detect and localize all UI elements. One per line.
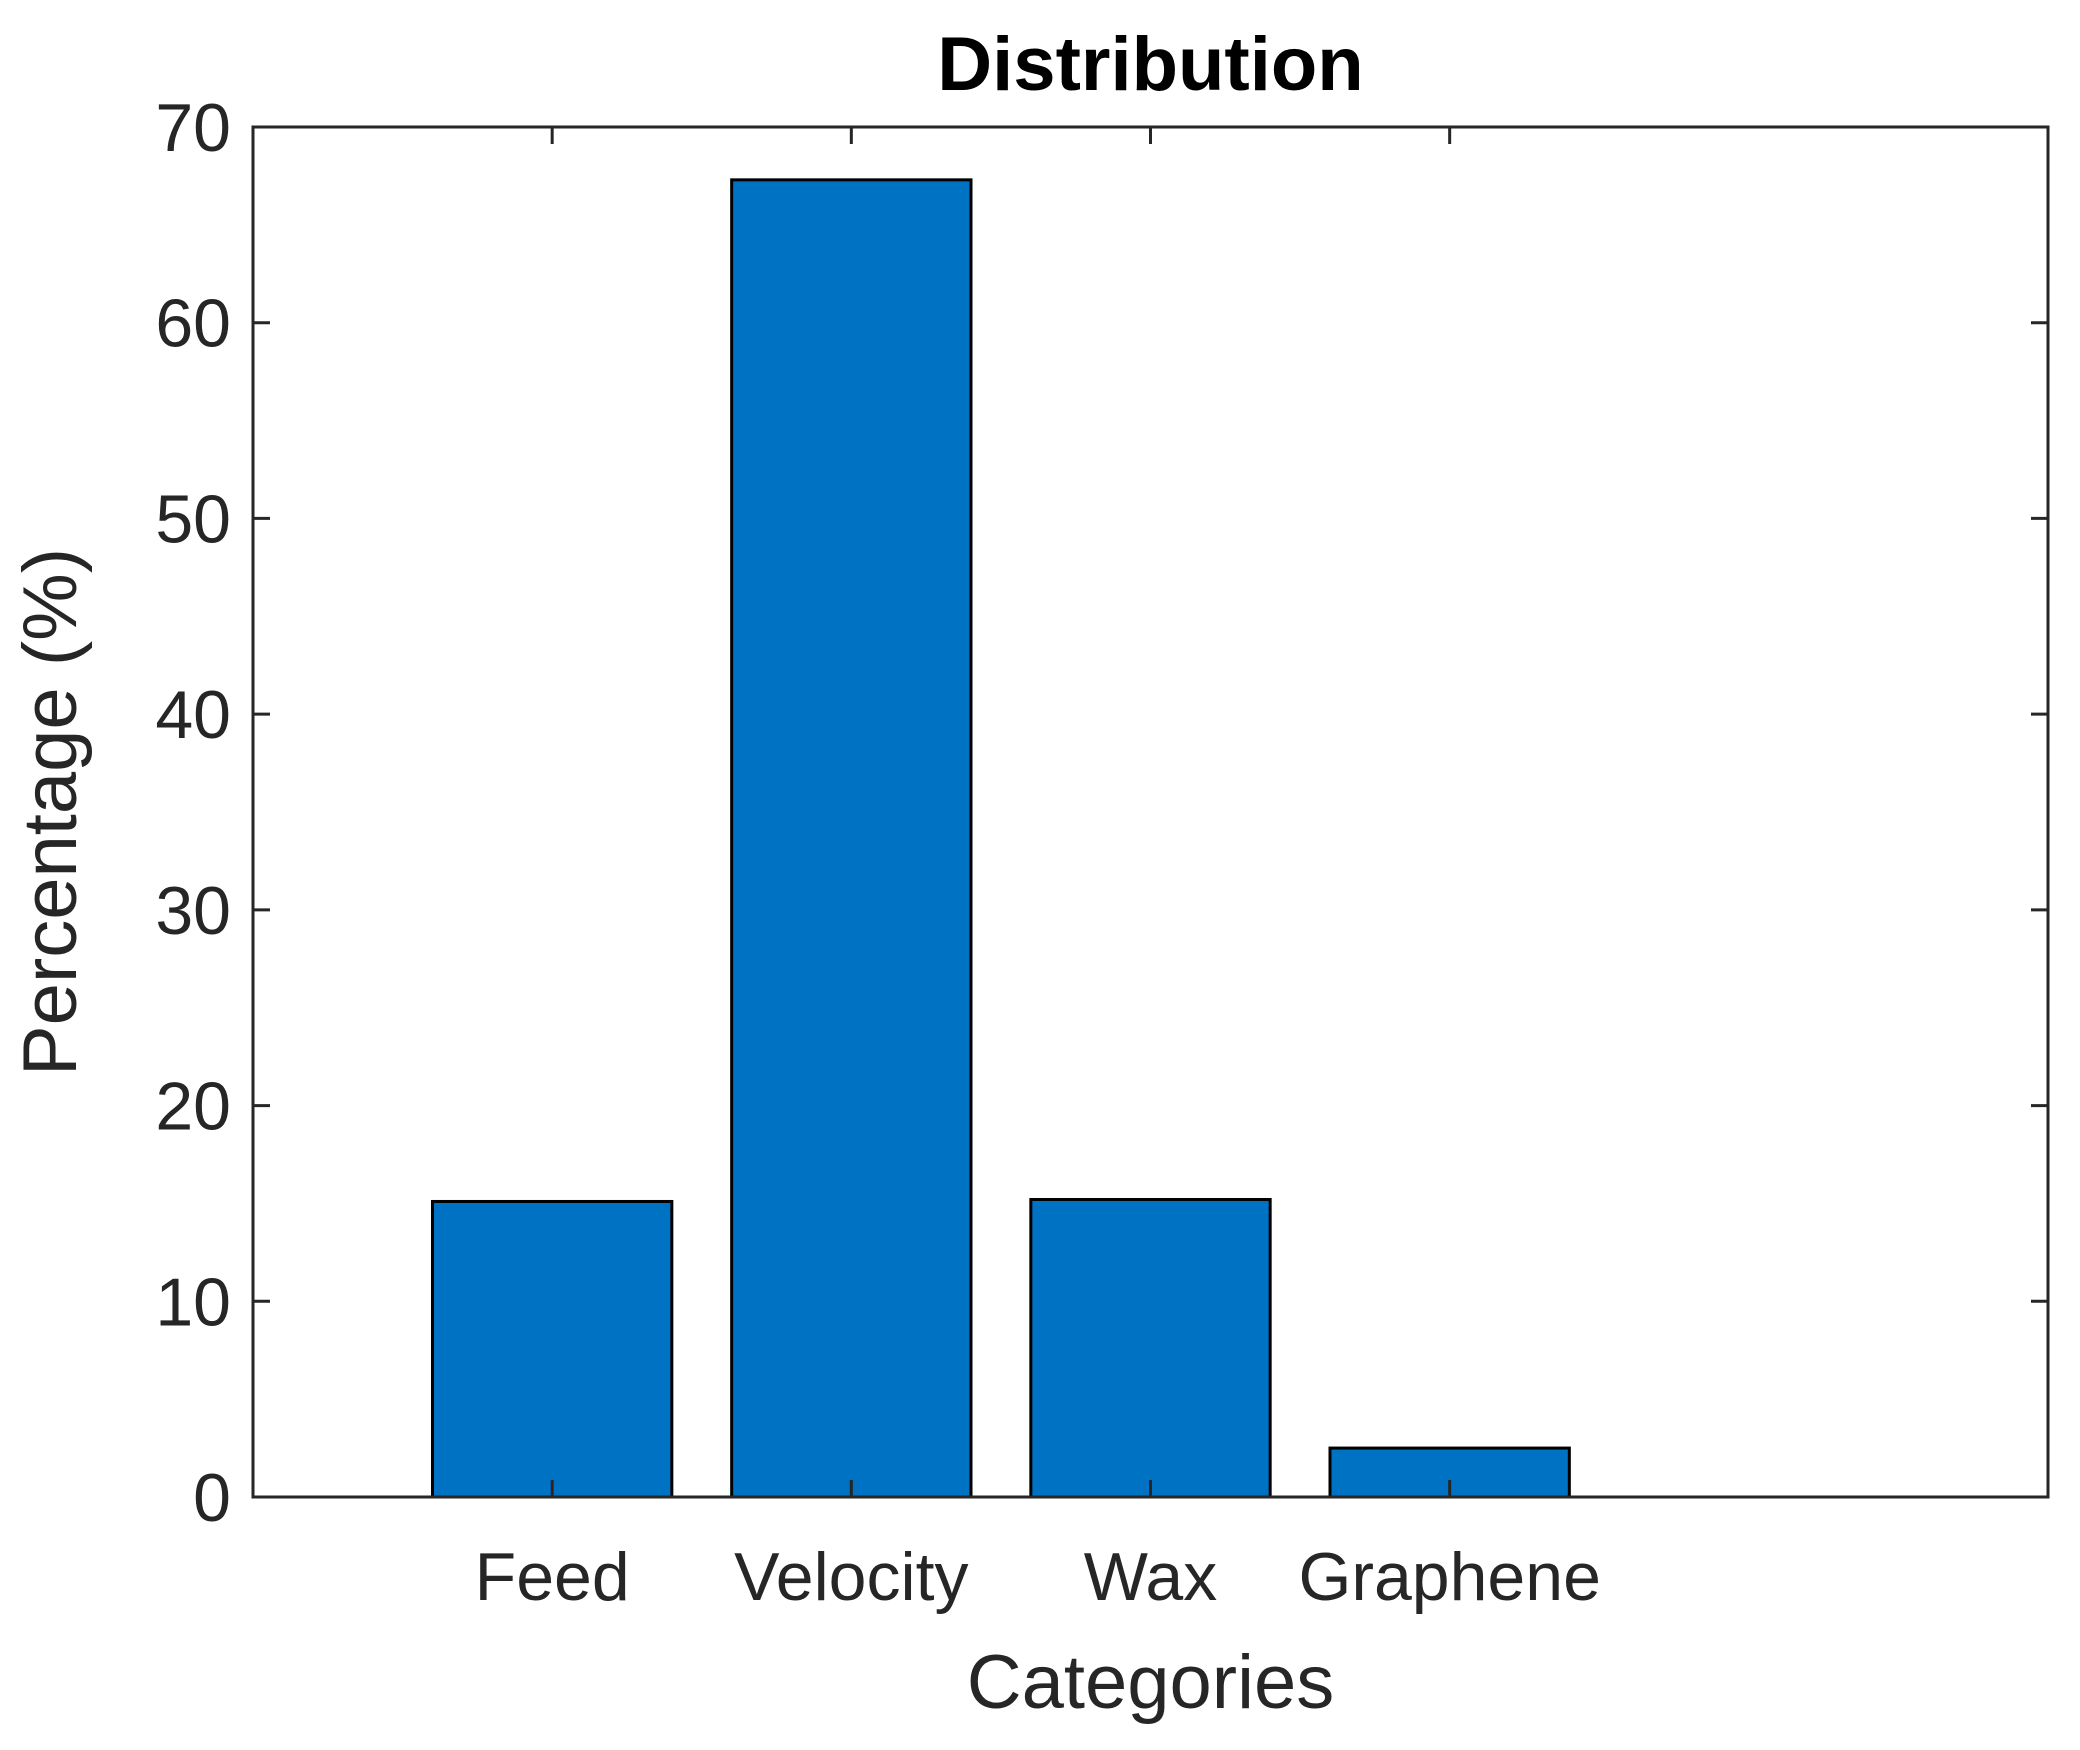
axis-ticks xyxy=(253,125,2048,1499)
y-tick-label: 50 xyxy=(155,481,231,557)
x-tick-label: Velocity xyxy=(734,1539,968,1615)
y-tick-label: 30 xyxy=(155,873,231,949)
y-tick-label: 20 xyxy=(155,1069,231,1145)
y-tick-label: 40 xyxy=(155,677,231,753)
x-axis-tick-labels: Feed Velocity Wax Graphene xyxy=(475,1539,1601,1615)
x-axis-label: Categories xyxy=(967,1640,1335,1725)
x-tick-label: Feed xyxy=(475,1539,630,1615)
y-axis-tick-labels: 0 10 20 30 40 50 60 70 xyxy=(155,90,231,1536)
x-tick-label: Wax xyxy=(1084,1539,1217,1615)
bar-wax xyxy=(1029,1198,1272,1499)
bar-velocity xyxy=(730,178,973,1499)
bar-feed xyxy=(431,1199,674,1499)
x-tick-label: Graphene xyxy=(1298,1539,1600,1615)
y-axis-label: Percentage (%) xyxy=(8,548,93,1076)
y-tick-label: 10 xyxy=(155,1264,231,1340)
chart-title: Distribution xyxy=(937,22,1363,107)
y-tick-label: 70 xyxy=(155,90,231,166)
bars xyxy=(431,178,1571,1499)
y-tick-label: 0 xyxy=(193,1460,231,1536)
y-tick-label: 60 xyxy=(155,286,231,362)
